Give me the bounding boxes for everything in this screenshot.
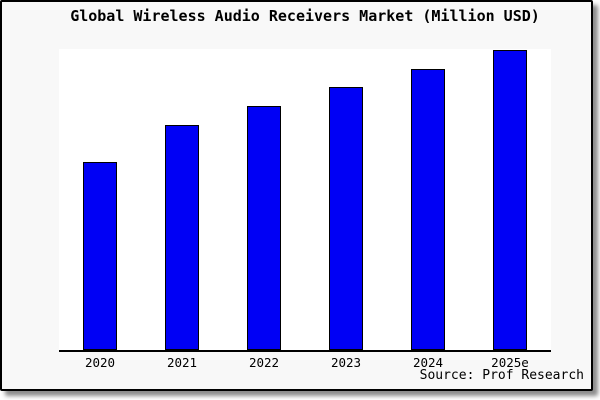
bar-2024 [411, 69, 445, 350]
chart-title: Global Wireless Audio Receivers Market (… [70, 7, 540, 25]
bar-2020 [83, 162, 117, 350]
bar-2025e [493, 50, 527, 350]
bar-slot-2023 [305, 87, 387, 350]
x-tick-label-2025e: 2025e [491, 355, 529, 370]
x-axis-line [59, 350, 551, 352]
x-tick-label-2023: 2023 [330, 355, 362, 370]
bar-slot-2020 [59, 162, 141, 350]
bar-2021 [165, 125, 199, 350]
bar-slot-2025e [469, 50, 551, 350]
x-tick-label-2020: 2020 [84, 355, 116, 370]
bar-2023 [329, 87, 363, 350]
x-tick-label-2024: 2024 [412, 355, 444, 370]
bar-2022 [247, 106, 281, 350]
x-tick-label-2022: 2022 [248, 355, 280, 370]
bar-slot-2022 [223, 106, 305, 350]
bar-slot-2021 [141, 125, 223, 350]
bar-slot-2024 [387, 69, 469, 350]
x-axis-labels-row: 2020 2021 2022 2023 2024 2025e [59, 355, 551, 370]
plot-area [59, 49, 551, 350]
source-note: Source: Prof Research [419, 368, 584, 383]
x-tick-label-2021: 2021 [166, 355, 198, 370]
